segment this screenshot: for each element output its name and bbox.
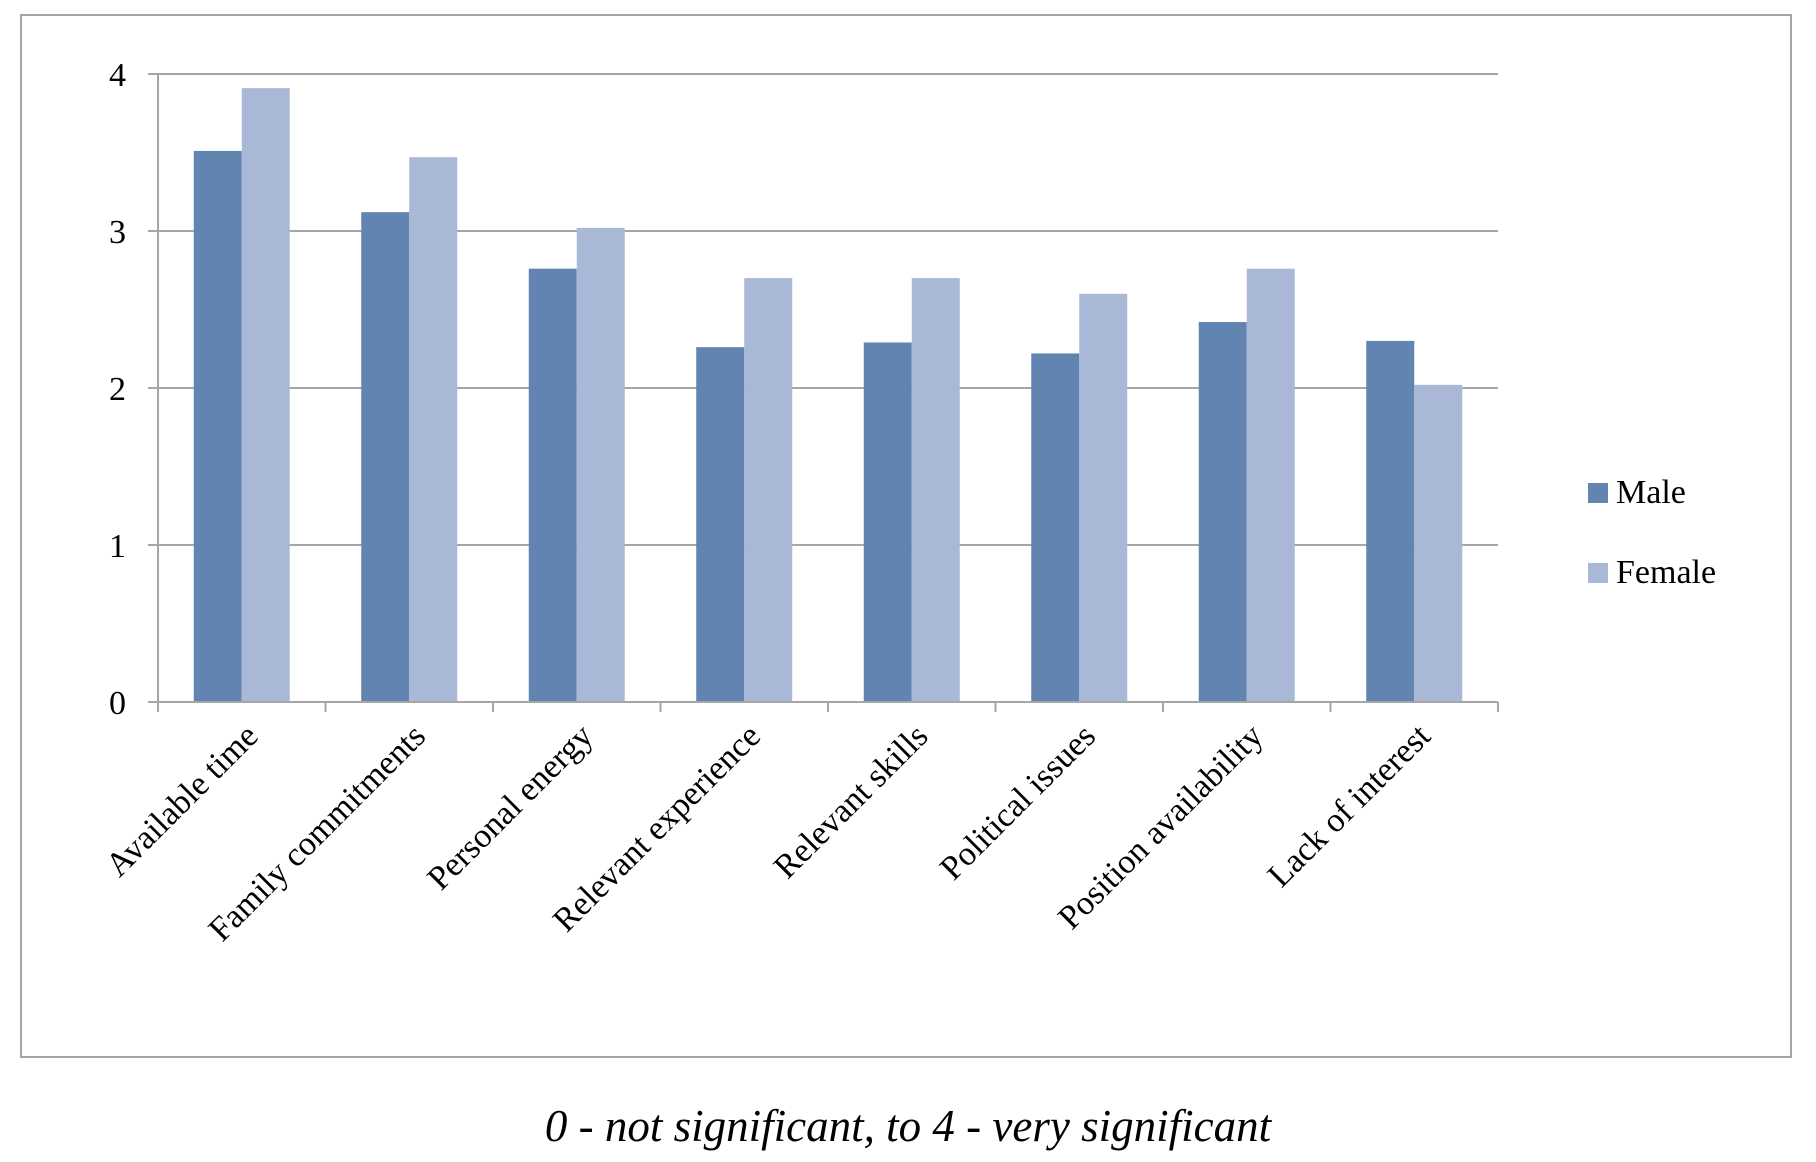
bar-female-5 [1079,293,1128,702]
bar-female-3 [744,278,793,702]
x-tick-label: Personal energy [420,717,600,897]
bar-male-6 [1198,322,1247,702]
legend-swatch-female [1588,563,1608,583]
x-tick-label: Available time [99,717,266,884]
y-tick-label: 0 [109,685,126,722]
chart-frame: 0 1 2 3 4 Available time Family commitments Pe… [20,14,1792,1058]
bar-male-0 [193,150,242,702]
bar-female-6 [1246,268,1295,702]
gridlines [158,73,1498,546]
y-tick-labels: 0 1 2 3 4 [109,57,126,722]
legend-swatch-male [1588,483,1608,503]
bar-male-4 [863,342,912,702]
bar-male-7 [1366,340,1415,702]
legend: Male Female [1588,474,1716,591]
bar-male-3 [696,347,745,702]
y-tick-label: 3 [109,214,126,251]
legend-label-female: Female [1616,554,1716,591]
bar-male-1 [361,212,410,702]
y-tick-label: 1 [109,528,126,565]
axes [148,73,1499,712]
x-tick-label: Relevant skills [767,717,935,885]
y-tick-label: 4 [109,57,126,94]
chart-footnote: 0 - not significant, to 4 - very signifi… [544,1101,1272,1151]
bars [193,88,1463,703]
bar-female-2 [576,227,625,703]
x-tick-label: Lack of interest [1261,717,1438,894]
bar-female-1 [409,157,458,702]
bar-female-7 [1414,384,1463,702]
bar-female-4 [911,278,960,702]
y-tick-label: 2 [109,371,126,408]
bar-male-2 [528,268,577,702]
x-tick-label: Political issues [933,717,1103,887]
bar-female-0 [241,88,290,702]
legend-label-male: Male [1616,474,1686,511]
bar-male-5 [1031,353,1080,702]
